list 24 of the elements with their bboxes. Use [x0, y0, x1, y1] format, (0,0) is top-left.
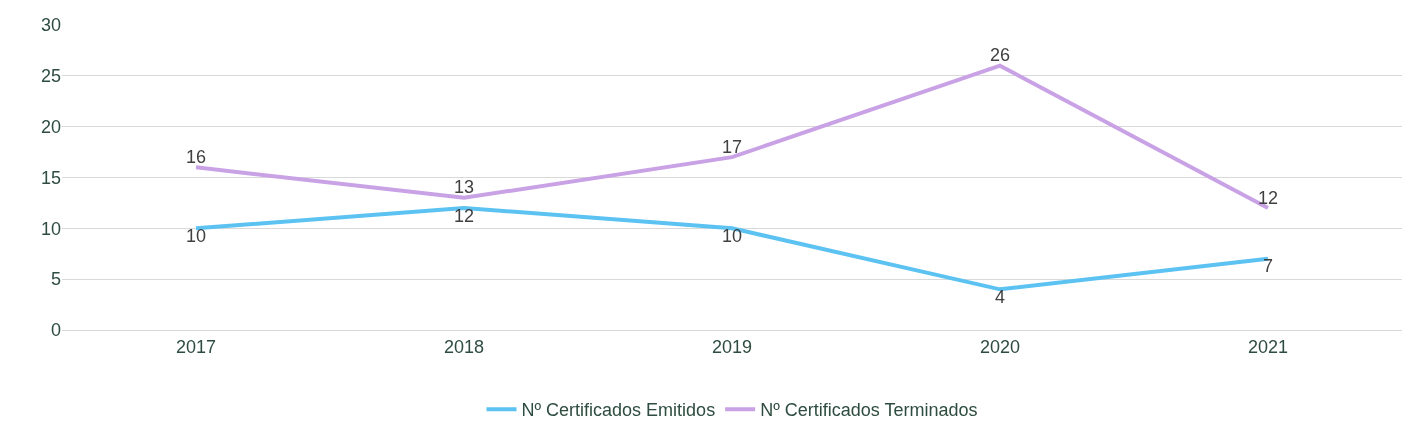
- y-tick-label: 20: [40, 116, 61, 137]
- data-label: 7: [1262, 256, 1274, 277]
- data-label: 17: [721, 136, 743, 157]
- data-label: 4: [994, 286, 1006, 307]
- y-tick-label: 15: [40, 167, 61, 188]
- data-label: 26: [989, 45, 1011, 66]
- y-tick-label: 0: [50, 320, 61, 341]
- data-label: 13: [453, 177, 475, 198]
- data-label: 10: [721, 225, 743, 246]
- y-tick-label: 5: [50, 269, 61, 290]
- legend-label: Nº Certificados Emitidos: [521, 400, 716, 421]
- legend-label: Nº Certificados Terminados: [760, 400, 978, 421]
- x-tick-label: 2020: [979, 336, 1021, 357]
- x-tick-label: 2018: [443, 336, 485, 357]
- data-label: 12: [453, 205, 475, 226]
- y-tick-label: 10: [40, 218, 61, 239]
- y-tick-label: 25: [40, 66, 61, 87]
- data-label: 12: [1257, 187, 1279, 208]
- data-label: 16: [185, 146, 207, 167]
- x-tick-label: 2019: [711, 336, 753, 357]
- data-label: 10: [185, 225, 207, 246]
- y-tick-label: 30: [40, 15, 61, 36]
- x-tick-label: 2017: [175, 336, 217, 357]
- x-tick-label: 2021: [1247, 336, 1289, 357]
